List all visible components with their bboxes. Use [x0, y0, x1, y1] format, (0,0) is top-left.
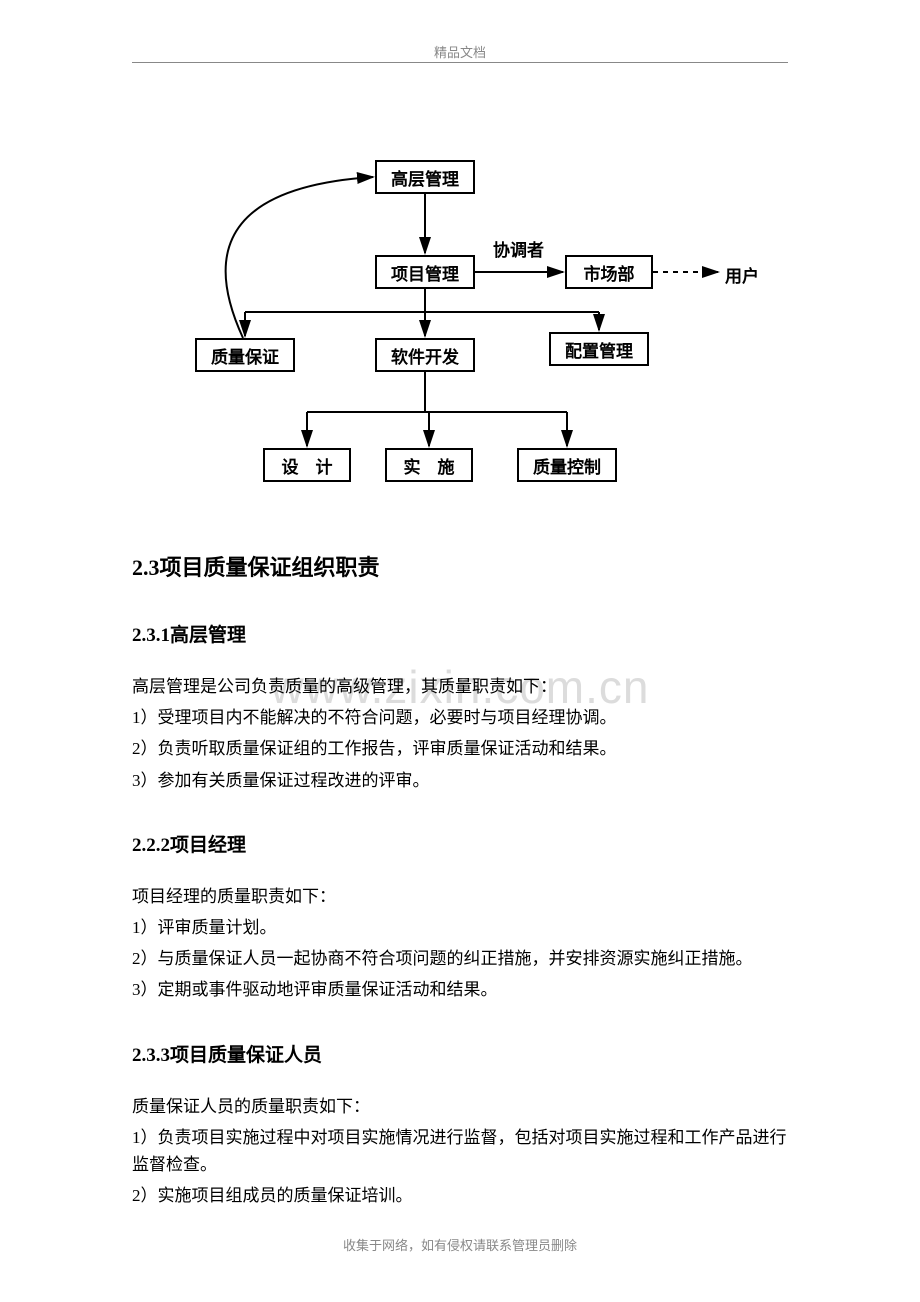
- list-item: 3）参加有关质量保证过程改进的评审。: [132, 767, 788, 794]
- node-label: 软件开发: [391, 343, 459, 368]
- node-market: 市场部: [565, 255, 653, 289]
- heading-2-3-3: 2.3.3项目质量保证人员: [132, 1040, 788, 1067]
- heading-2-3-1: 2.3.1高层管理: [132, 620, 788, 647]
- node-label: 市场部: [584, 260, 635, 285]
- list-item: 2）与质量保证人员一起协商不符合项问题的纠正措施，并安排资源实施纠正措施。: [132, 945, 788, 972]
- document-body: 2.3项目质量保证组织职责 2.3.1高层管理 高层管理是公司负责质量的高级管理…: [132, 550, 788, 1213]
- heading-2-3: 2.3项目质量保证组织职责: [132, 550, 788, 582]
- node-proj-mgmt: 项目管理: [375, 255, 475, 289]
- page-header: 精品文档: [0, 42, 920, 61]
- node-config: 配置管理: [549, 332, 649, 366]
- node-qc: 质量控制: [517, 448, 617, 482]
- heading-2-2-2: 2.2.2项目经理: [132, 830, 788, 857]
- list-item: 3）定期或事件驱动地评审质量保证活动和结果。: [132, 976, 788, 1003]
- node-impl: 实 施: [385, 448, 473, 482]
- node-qa: 质量保证: [195, 338, 295, 372]
- list-item: 2）负责听取质量保证组的工作报告，评审质量保证活动和结果。: [132, 735, 788, 762]
- list-item: 2）实施项目组成员的质量保证培训。: [132, 1182, 788, 1209]
- node-design: 设 计: [263, 448, 351, 482]
- label-coordinator: 协调者: [493, 236, 544, 261]
- node-label: 实 施: [404, 453, 455, 478]
- node-label: 质量保证: [211, 343, 279, 368]
- para-intro: 项目经理的质量职责如下：: [132, 883, 788, 910]
- para-intro: 质量保证人员的质量职责如下：: [132, 1093, 788, 1120]
- node-top-mgmt: 高层管理: [375, 160, 475, 194]
- node-label: 配置管理: [565, 337, 633, 362]
- list-item: 1）受理项目内不能解决的不符合问题，必要时与项目经理协调。: [132, 704, 788, 731]
- list-item: 1）负责项目实施过程中对项目实施情况进行监督，包括对项目实施过程和工作产品进行监…: [132, 1124, 788, 1178]
- node-label: 质量控制: [533, 453, 601, 478]
- node-label: 高层管理: [391, 165, 459, 190]
- node-label: 设 计: [282, 453, 333, 478]
- label-user: 用户: [725, 262, 759, 287]
- list-item: 1）评审质量计划。: [132, 914, 788, 941]
- header-rule: [132, 62, 788, 63]
- node-label: 项目管理: [391, 260, 459, 285]
- node-sw-dev: 软件开发: [375, 338, 475, 372]
- page-footer: 收集于网络，如有侵权请联系管理员删除: [0, 1235, 920, 1254]
- org-diagram: 高层管理 项目管理 市场部 质量保证 软件开发 配置管理 设 计 实 施 质量控…: [135, 150, 775, 510]
- para-intro: 高层管理是公司负责质量的高级管理，其质量职责如下：: [132, 673, 788, 700]
